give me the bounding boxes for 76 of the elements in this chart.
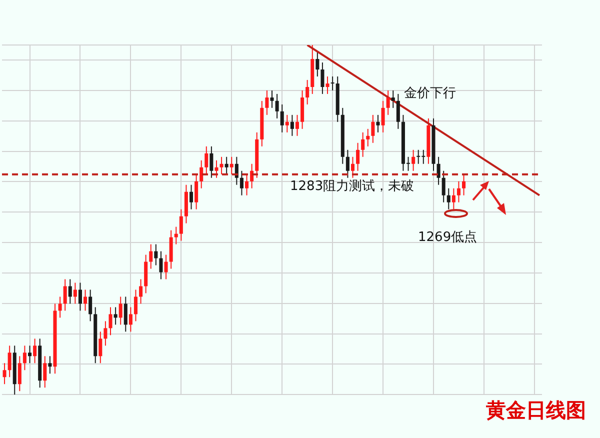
candlestick xyxy=(63,278,67,312)
candlestick xyxy=(462,174,466,196)
candlestick xyxy=(230,156,234,175)
candlestick xyxy=(104,320,108,346)
candlestick xyxy=(28,345,32,364)
candlestick xyxy=(48,356,52,374)
candlestick xyxy=(58,296,62,318)
candlestick xyxy=(446,188,450,210)
candlestick xyxy=(159,250,163,280)
candlestick xyxy=(8,345,12,378)
candlestick xyxy=(204,146,208,175)
candlestick xyxy=(98,331,102,364)
candlestick xyxy=(43,356,47,388)
candlestick xyxy=(275,93,279,119)
candlestick xyxy=(396,93,400,130)
candlestick xyxy=(316,51,320,77)
candlestick xyxy=(78,282,82,312)
candlestick xyxy=(280,104,284,133)
ref-line-label: 1283阻力测试，未破 xyxy=(290,178,414,196)
candlestick xyxy=(245,174,249,196)
candlestick xyxy=(250,163,254,189)
candlestick xyxy=(356,142,360,172)
candlestick xyxy=(33,338,37,364)
candlestick xyxy=(149,244,153,270)
candlestick xyxy=(224,156,228,175)
candlestick xyxy=(22,345,26,371)
candlestick xyxy=(220,156,224,175)
candlestick xyxy=(456,180,460,203)
text: 黄金日线图 xyxy=(486,397,586,424)
candlestick xyxy=(306,79,310,105)
candlestick xyxy=(88,289,92,322)
candlestick xyxy=(154,244,158,266)
candlestick xyxy=(128,306,132,332)
candlestick xyxy=(350,156,355,178)
candlestick xyxy=(320,62,324,94)
candlestick xyxy=(371,114,375,144)
candlestick xyxy=(118,296,122,326)
candlestick xyxy=(200,160,204,189)
candlestick xyxy=(376,114,380,133)
candlestick xyxy=(179,208,183,242)
candlestick xyxy=(134,289,138,322)
candlestick xyxy=(326,76,330,94)
candlestick xyxy=(84,289,88,312)
candlestick xyxy=(295,114,299,136)
candlestick xyxy=(386,90,390,116)
candlestick xyxy=(114,306,118,326)
candlestick xyxy=(189,184,194,210)
candlestick xyxy=(366,128,370,147)
annotation: 金价下行 xyxy=(404,85,456,102)
candlestick xyxy=(285,114,289,133)
candlestick xyxy=(194,174,198,210)
candlestick xyxy=(240,170,244,196)
candlestick xyxy=(210,146,214,178)
candlestick xyxy=(139,278,143,304)
candlestick xyxy=(214,160,218,178)
candlestick xyxy=(174,226,178,245)
annotation: 1269低点 xyxy=(418,229,478,246)
candlestick xyxy=(452,188,456,210)
candlestick xyxy=(330,76,334,91)
candlestick xyxy=(18,356,22,392)
candlestick xyxy=(265,90,269,116)
candlestick xyxy=(124,296,128,332)
candlestick xyxy=(290,114,294,136)
candlestick xyxy=(436,156,440,186)
candlestick xyxy=(68,278,72,304)
candlestick xyxy=(108,306,112,336)
candlestick xyxy=(412,149,416,172)
candlestick xyxy=(73,282,77,304)
candlestick xyxy=(270,90,274,108)
candlestick xyxy=(361,132,365,158)
candlestick xyxy=(442,170,446,203)
candlestick xyxy=(346,149,350,178)
candlestick xyxy=(391,90,395,108)
candlestick xyxy=(381,100,385,133)
candlestick xyxy=(164,254,168,280)
candlestick xyxy=(2,362,6,385)
